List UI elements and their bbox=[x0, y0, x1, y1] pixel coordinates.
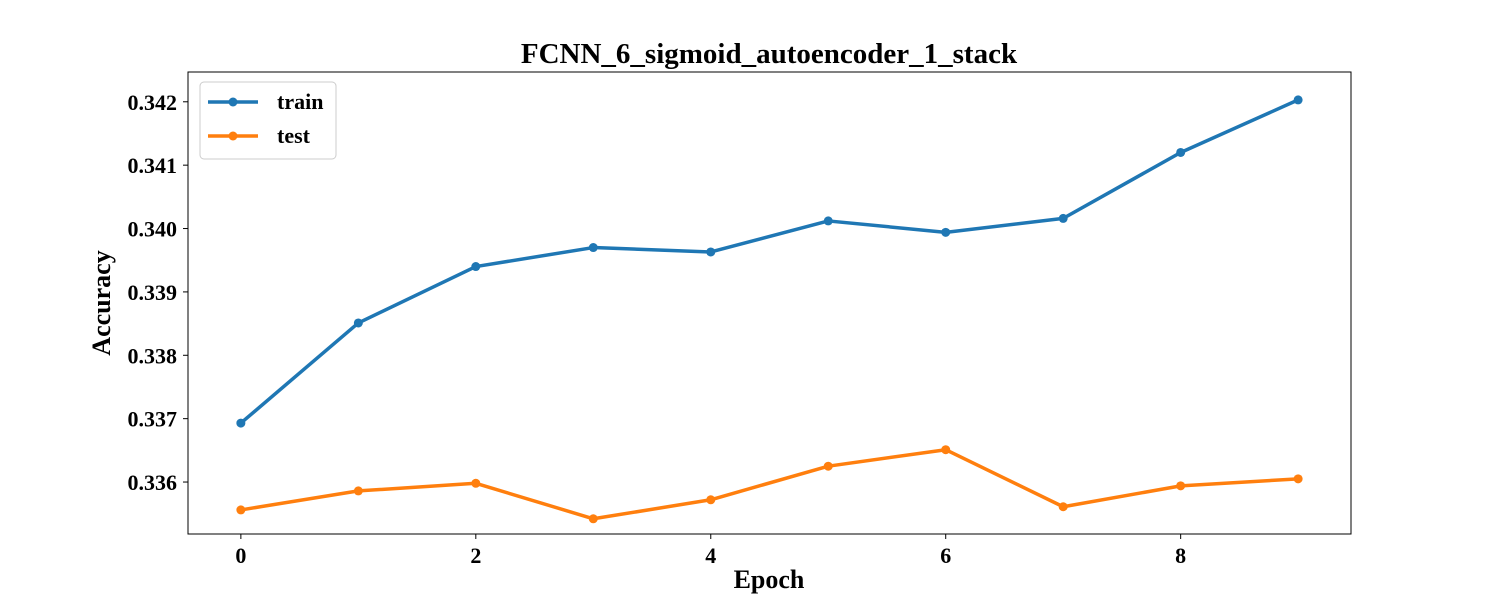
data-point-train bbox=[706, 247, 716, 257]
series-line-train bbox=[239, 98, 1300, 425]
data-point-train bbox=[941, 227, 951, 237]
legend-marker-train bbox=[228, 97, 238, 107]
x-axis: 0 2 4 6 8 bbox=[235, 534, 1186, 568]
data-point-train bbox=[1293, 95, 1303, 105]
x-tick-label: 8 bbox=[1175, 543, 1186, 568]
plot-area bbox=[187, 71, 1352, 535]
x-tick-label: 6 bbox=[940, 543, 951, 568]
plot-frame bbox=[187, 71, 1352, 535]
data-point-test bbox=[236, 505, 246, 515]
data-point-train bbox=[236, 418, 246, 428]
legend-marker-test bbox=[228, 131, 238, 141]
data-point-test bbox=[588, 514, 598, 524]
data-point-test bbox=[471, 478, 481, 488]
legend-item-test: test bbox=[208, 123, 311, 148]
y-tick-label: 0.341 bbox=[128, 153, 178, 178]
series-train bbox=[236, 95, 1303, 428]
legend-label-train: train bbox=[277, 89, 323, 114]
data-point-train bbox=[1176, 147, 1186, 157]
data-point-train bbox=[353, 318, 363, 328]
y-tick-label: 0.337 bbox=[128, 407, 178, 432]
data-point-test bbox=[706, 495, 716, 505]
y-tick-label: 0.342 bbox=[128, 90, 178, 115]
data-point-train bbox=[471, 262, 481, 272]
data-point-test bbox=[823, 461, 833, 471]
data-point-test bbox=[1058, 502, 1068, 512]
y-tick-label: 0.340 bbox=[128, 217, 178, 242]
data-point-test bbox=[1293, 474, 1303, 484]
legend-label-test: test bbox=[277, 123, 311, 148]
data-point-train bbox=[588, 243, 598, 253]
series-line-test bbox=[239, 447, 1300, 521]
y-tick-label: 0.339 bbox=[128, 280, 178, 305]
legend-item-train: train bbox=[208, 89, 323, 114]
series-layer bbox=[236, 95, 1303, 524]
y-axis: 0.336 0.337 0.338 0.339 0.340 0.341 0.342 bbox=[128, 90, 188, 495]
y-tick-label: 0.338 bbox=[128, 343, 178, 368]
x-tick-label: 4 bbox=[705, 543, 716, 568]
x-axis-label: Epoch bbox=[734, 565, 805, 594]
y-axis-label: Accuracy bbox=[87, 250, 116, 355]
data-point-test bbox=[941, 445, 951, 455]
data-point-train bbox=[823, 216, 833, 226]
data-point-test bbox=[353, 486, 363, 496]
data-point-test bbox=[1176, 481, 1186, 491]
y-tick-label: 0.336 bbox=[128, 470, 178, 495]
series-test bbox=[236, 445, 1303, 524]
x-tick-label: 2 bbox=[470, 543, 481, 568]
legend: train test bbox=[199, 81, 337, 160]
chart-title: FCNN_6_sigmoid_autoencoder_1_stack bbox=[521, 38, 1018, 70]
x-tick-label: 0 bbox=[235, 543, 246, 568]
data-point-train bbox=[1058, 213, 1068, 223]
